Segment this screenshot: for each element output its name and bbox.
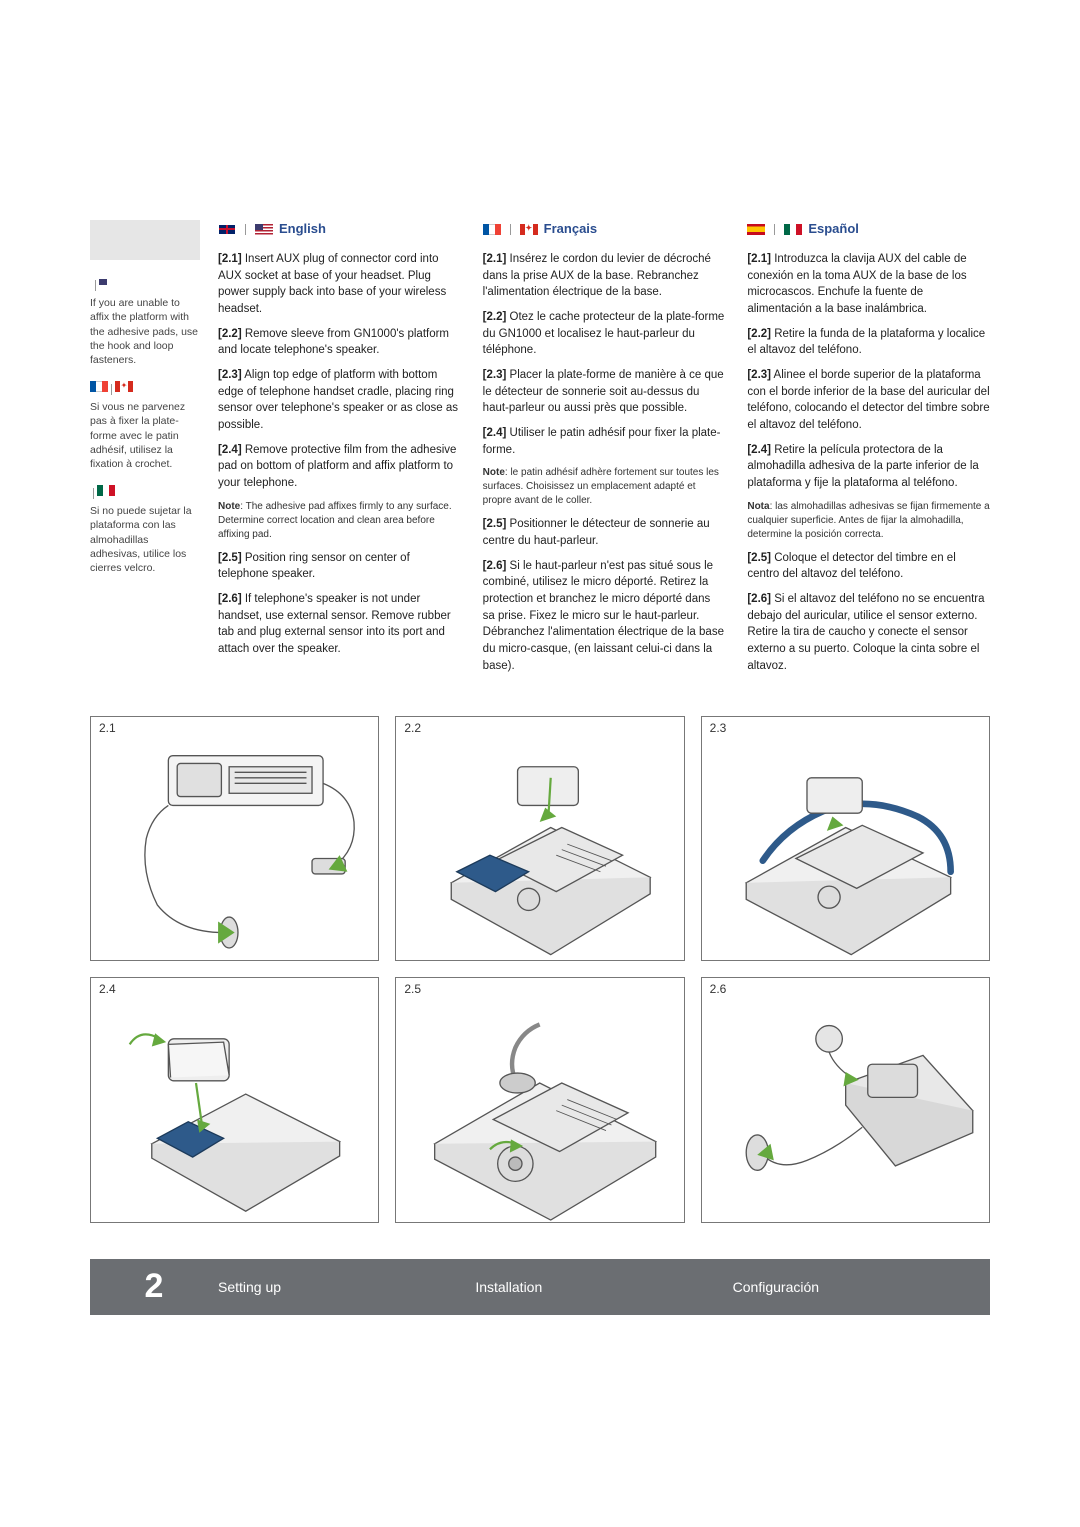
column-header-fr: Français [483,220,726,239]
figure-2-3: 2.3 [701,716,990,961]
figure-2-6-illustration [702,978,989,1221]
figure-2-1: 2.1 [90,716,379,961]
sidebar-en-text: If you are unable to affix the platform … [90,296,200,367]
column-header-en: English [218,220,461,239]
sidebar-note-fr: Si vous ne parvenez pas à fixer la plate… [90,381,200,471]
step-num: [2.1] [218,253,242,265]
flag-row-fr [90,381,200,396]
sidebar-note-en: If you are unable to affix the platform … [90,278,200,367]
figure-2-1-illustration [91,717,378,960]
step-text: Alinee el borde superior de la plataform… [747,369,989,431]
step-text: Si le haut-parleur n'est pas situé sous … [483,560,724,672]
flag-mx-icon [97,485,115,496]
page-number: 2 [90,1267,218,1306]
step-text: Remove protective film from the adhesive… [218,444,456,489]
step-num: [2.6] [747,593,771,605]
step-num: [2.1] [483,253,507,265]
figure-row-1: 2.1 2.2 [90,716,990,961]
flag-ca-icon [115,381,133,392]
figure-2-6: 2.6 [701,977,990,1222]
step-text: Retire la película protectora de la almo… [747,444,978,489]
step-num: [2.6] [218,593,242,605]
column-fr: Français [2.1] Insérez le cordon du levi… [483,220,726,682]
step-num: [2.5] [747,552,771,564]
flag-uk-icon [90,278,92,292]
figure-2-5-illustration [396,978,683,1221]
footer-labels: Setting up Installation Configuración [218,1279,990,1295]
step-num: [2.2] [483,311,507,323]
footer-bar: 2 Setting up Installation Configuración [90,1259,990,1315]
figure-2-3-illustration [702,717,989,960]
step-text: Utiliser le patin adhésif pour fixer la … [483,427,721,456]
note-en: Note: The adhesive pad affixes firmly to… [218,500,461,542]
flag-us-icon [255,224,273,235]
step-text: Retire la funda de la plataforma y local… [747,328,985,357]
main-row: If you are unable to affix the platform … [90,220,990,682]
flag-fr-icon [483,224,501,235]
column-title-es: Español [808,220,859,239]
step-num: [2.1] [747,253,771,265]
sidebar-note-es: Si no puede sujetar la plataforma con la… [90,485,200,575]
footer-label-es: Configuración [733,1279,990,1295]
step-text: Insert AUX plug of connector cord into A… [218,253,446,315]
flag-fr-icon [90,381,108,392]
step-text: Placer la plate-forme de manière à ce qu… [483,369,724,414]
step-num: [2.4] [747,444,771,456]
sidebar-grey-block [90,220,200,260]
step-text: Remove sleeve from GN1000's platform and… [218,328,449,357]
step-num: [2.3] [483,369,507,381]
step-num: [2.3] [218,369,242,381]
figure-row-2: 2.4 2.5 [90,977,990,1222]
sidebar: If you are unable to affix the platform … [90,220,200,682]
note-fr: Note: le patin adhésif adhère fortement … [483,466,726,508]
step-num: [2.5] [483,518,507,530]
column-en: English [2.1] Insert AUX plug of connect… [218,220,461,682]
step-text: Position ring sensor on center of teleph… [218,552,410,581]
step-text: Si el altavoz del teléfono no se encuent… [747,593,984,672]
flag-row-es [90,485,200,500]
step-text: Otez le cache protecteur de la plate-for… [483,311,725,356]
step-text: Coloque el detector del timbre en el cen… [747,552,955,581]
step-num: [2.3] [747,369,771,381]
sidebar-fr-text: Si vous ne parvenez pas à fixer la plate… [90,400,200,471]
sidebar-es-text: Si no puede sujetar la plataforma con la… [90,504,200,575]
step-num: [2.6] [483,560,507,572]
step-num: [2.5] [218,552,242,564]
flag-mx-icon [784,224,802,235]
step-num: [2.2] [218,328,242,340]
figures-grid: 2.1 2.2 [90,716,990,1222]
note-es: Nota: las almohadillas adhesivas se fija… [747,500,990,542]
page: If you are unable to affix the platform … [90,220,990,1315]
column-es: Español [2.1] Introduzca la clavija AUX … [747,220,990,682]
step-text: Introduzca la clavija AUX del cable de c… [747,253,966,315]
figure-2-5: 2.5 [395,977,684,1222]
column-header-es: Español [747,220,990,239]
content-columns: English [2.1] Insert AUX plug of connect… [218,220,990,682]
column-title-en: English [279,220,326,239]
figure-2-4: 2.4 [90,977,379,1222]
column-title-fr: Français [544,220,597,239]
flag-row-en [90,278,200,292]
step-num: [2.2] [747,328,771,340]
footer-label-en: Setting up [218,1279,475,1295]
flag-es-icon [747,224,765,235]
figure-2-2-illustration [396,717,683,960]
step-text: Align top edge of platform with bottom e… [218,369,458,431]
figure-2-2: 2.2 [395,716,684,961]
step-num: [2.4] [218,444,242,456]
flag-uk-icon [218,224,236,235]
step-text: Positionner le détecteur de sonnerie au … [483,518,710,547]
figure-2-4-illustration [91,978,378,1221]
flag-ca-icon [520,224,538,235]
step-num: [2.4] [483,427,507,439]
step-text: Insérez le cordon du levier de décroché … [483,253,711,298]
step-text: If telephone's speaker is not under hand… [218,593,451,655]
footer-label-fr: Installation [475,1279,732,1295]
